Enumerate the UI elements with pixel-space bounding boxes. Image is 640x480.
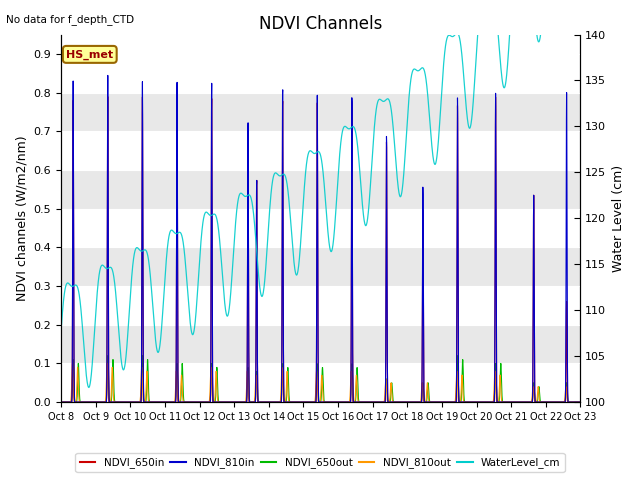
Text: No data for f_depth_CTD: No data for f_depth_CTD: [6, 14, 134, 25]
Legend: NDVI_650in, NDVI_810in, NDVI_650out, NDVI_810out, WaterLevel_cm: NDVI_650in, NDVI_810in, NDVI_650out, NDV…: [76, 453, 564, 472]
Title: NDVI Channels: NDVI Channels: [259, 15, 383, 33]
Bar: [61, 93, 580, 131]
Bar: [61, 247, 580, 286]
Bar: [61, 54, 580, 93]
Bar: [61, 324, 580, 363]
Bar: [61, 286, 580, 324]
Bar: [61, 170, 580, 209]
Text: HS_met: HS_met: [66, 49, 113, 60]
Y-axis label: NDVI channels (W/m2/nm): NDVI channels (W/m2/nm): [15, 135, 28, 301]
Bar: [61, 363, 580, 402]
Bar: [61, 209, 580, 247]
Bar: [61, 131, 580, 170]
Y-axis label: Water Level (cm): Water Level (cm): [612, 165, 625, 272]
